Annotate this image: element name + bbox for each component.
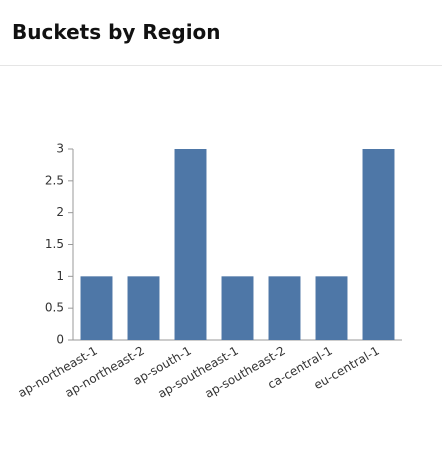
bar [80, 276, 113, 340]
y-tick-label: 1.5 [45, 237, 64, 251]
chart-title: Buckets by Region [12, 20, 221, 44]
bar [315, 276, 348, 340]
card-header: Buckets by Region [0, 0, 442, 66]
y-tick-label: 0 [56, 333, 64, 347]
bar [221, 276, 254, 340]
bar [268, 276, 301, 340]
y-tick-label: 0.5 [45, 301, 64, 315]
bar [362, 149, 395, 340]
bar [127, 276, 160, 340]
x-tick-label: ap-southeast-1 [155, 344, 240, 401]
y-tick-label: 2 [56, 205, 64, 219]
x-tick-label: ap-northeast-1 [16, 344, 100, 401]
y-tick-label: 3 [56, 142, 64, 156]
y-tick-label: 1 [56, 269, 64, 283]
chart: 0 0.5 1 1.5 2 2.5 3 ap-northeast-1ap-northeast-… [16, 142, 402, 401]
x-tick-label: ap-northeast-2 [63, 344, 147, 401]
bar [174, 149, 207, 340]
x-tick-label: ap-southeast-2 [202, 344, 287, 401]
y-tick-label: 2.5 [45, 173, 64, 187]
